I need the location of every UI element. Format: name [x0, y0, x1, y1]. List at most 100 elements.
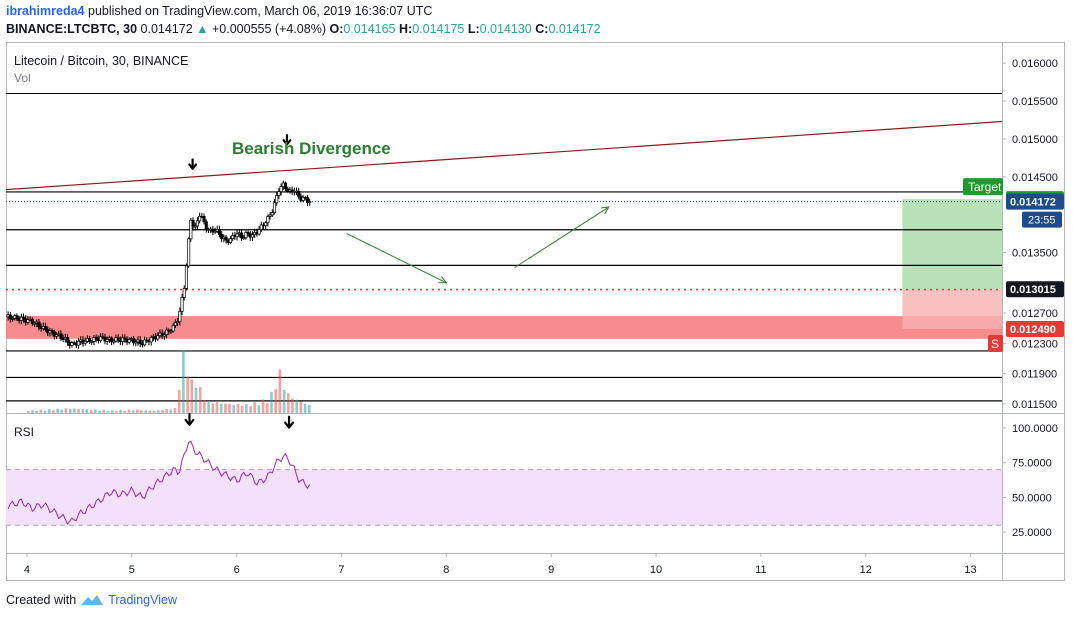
- price-axis-label: 0.014500: [1012, 172, 1058, 184]
- chart-frame: [6, 42, 1065, 581]
- volume-bar: [56, 408, 59, 413]
- candle-body: [90, 341, 94, 343]
- candle-body: [184, 265, 188, 289]
- candle-body: [169, 330, 173, 333]
- volume-bar: [224, 403, 227, 413]
- candle-body: [143, 339, 147, 346]
- volume-bar: [136, 409, 139, 413]
- candle-body: [270, 212, 274, 216]
- candle-body: [43, 326, 48, 330]
- candle-body: [250, 234, 255, 238]
- candle-body: [99, 336, 103, 342]
- volume-bar: [102, 409, 106, 413]
- volume-bar: [127, 409, 131, 413]
- price-axis-label: 0.016000: [1012, 58, 1058, 70]
- tradingview-brand-link[interactable]: TradingView: [108, 593, 177, 607]
- low-label: L:: [467, 22, 480, 36]
- volume-bar: [85, 409, 89, 413]
- candle-body: [193, 225, 197, 228]
- ohlc-line: BINANCE:LTCBTC, 30 0.014172 ▲ +0.000555 …: [6, 22, 601, 36]
- high-label: H:: [398, 22, 413, 36]
- volume-bar: [177, 389, 181, 413]
- volume-bar: [286, 393, 290, 413]
- volume-bar: [35, 410, 38, 413]
- target-zone: [902, 199, 1002, 290]
- candle-body: [8, 314, 12, 320]
- volume-bar: [257, 405, 261, 413]
- volume-bar: [274, 389, 277, 413]
- candle-body: [65, 336, 70, 343]
- drawings-layer: [5, 120, 1003, 284]
- volume-bar: [198, 387, 202, 413]
- support-zone: [6, 316, 1002, 339]
- volume-bar: [207, 400, 210, 413]
- candle-body: [112, 340, 116, 343]
- price-badge: [1006, 193, 1064, 210]
- candle-body: [83, 341, 87, 344]
- candle-body: [127, 339, 131, 343]
- candle-body: [173, 322, 177, 326]
- candle-body: [134, 341, 138, 344]
- candle-body: [277, 191, 281, 196]
- volume-bar: [165, 409, 168, 413]
- projection-arrow-head: [438, 276, 448, 284]
- volume-bar: [140, 410, 143, 413]
- volume-bar: [253, 402, 257, 413]
- candle-body: [290, 189, 294, 193]
- candle-body: [92, 336, 96, 342]
- volume-bar: [148, 410, 152, 413]
- change-value: +0.000555 (+4.08%): [212, 22, 326, 36]
- volume-bar: [123, 410, 127, 413]
- volume-bar: [245, 404, 248, 413]
- stop-tag: [988, 334, 1003, 352]
- candle-body: [10, 318, 15, 320]
- price-axis-label: 0.012300: [1012, 338, 1058, 350]
- last-price: 0.014172: [140, 22, 193, 36]
- time-axis-label: 5: [129, 564, 135, 576]
- candle-body: [297, 190, 301, 197]
- candle-body: [228, 238, 233, 243]
- volume-bar: [219, 403, 223, 413]
- candle-body: [231, 235, 235, 239]
- volume-bar: [232, 404, 236, 413]
- time-axis-label: 11: [755, 564, 766, 576]
- close-label: C:: [535, 22, 549, 36]
- volume-bar: [278, 369, 282, 413]
- candle-body: [15, 315, 19, 320]
- time-axis-label: 12: [860, 564, 872, 576]
- levels-layer: [6, 92, 1002, 402]
- pane-title: Litecoin / Bitcoin, 30, BINANCE: [14, 54, 188, 68]
- bearish-divergence-annotation[interactable]: Bearish Divergence: [232, 139, 391, 158]
- volume-bar: [173, 407, 177, 413]
- volume-bar: [94, 409, 97, 413]
- candle-body: [70, 342, 74, 346]
- rsi-axis-label: 50.0000: [1012, 492, 1052, 504]
- candle-body: [202, 216, 206, 223]
- price-axis-label: 0.012700: [1012, 308, 1058, 320]
- volume-bar: [299, 401, 303, 413]
- open-value: 0.014165: [343, 22, 396, 36]
- candle-body: [213, 230, 217, 233]
- price-badge-label: 0.014172: [1010, 197, 1056, 209]
- candle-body: [94, 336, 98, 340]
- volume-bar: [152, 410, 156, 413]
- candle-body: [88, 338, 92, 342]
- open-label: O:: [329, 22, 344, 36]
- author-link[interactable]: ibrahimreda4: [6, 4, 85, 18]
- candle-body: [279, 186, 283, 192]
- price-axis-label: 0.015000: [1012, 134, 1058, 146]
- volume-bar: [89, 409, 93, 413]
- candles-layer: [6, 180, 312, 349]
- projection-arrow-head: [600, 206, 610, 215]
- rsi-axis-label: 25.0000: [1012, 527, 1052, 539]
- volume-bar: [47, 409, 51, 413]
- volume-bar: [291, 398, 294, 413]
- rsi-divergence-down-arrow-icon: [284, 415, 295, 429]
- candle-body: [272, 202, 277, 213]
- volume-bar: [236, 403, 240, 413]
- volume-bar: [39, 409, 43, 413]
- volume-bar: [68, 408, 72, 413]
- candle-body: [54, 334, 59, 337]
- rsi-label: RSI: [14, 425, 34, 439]
